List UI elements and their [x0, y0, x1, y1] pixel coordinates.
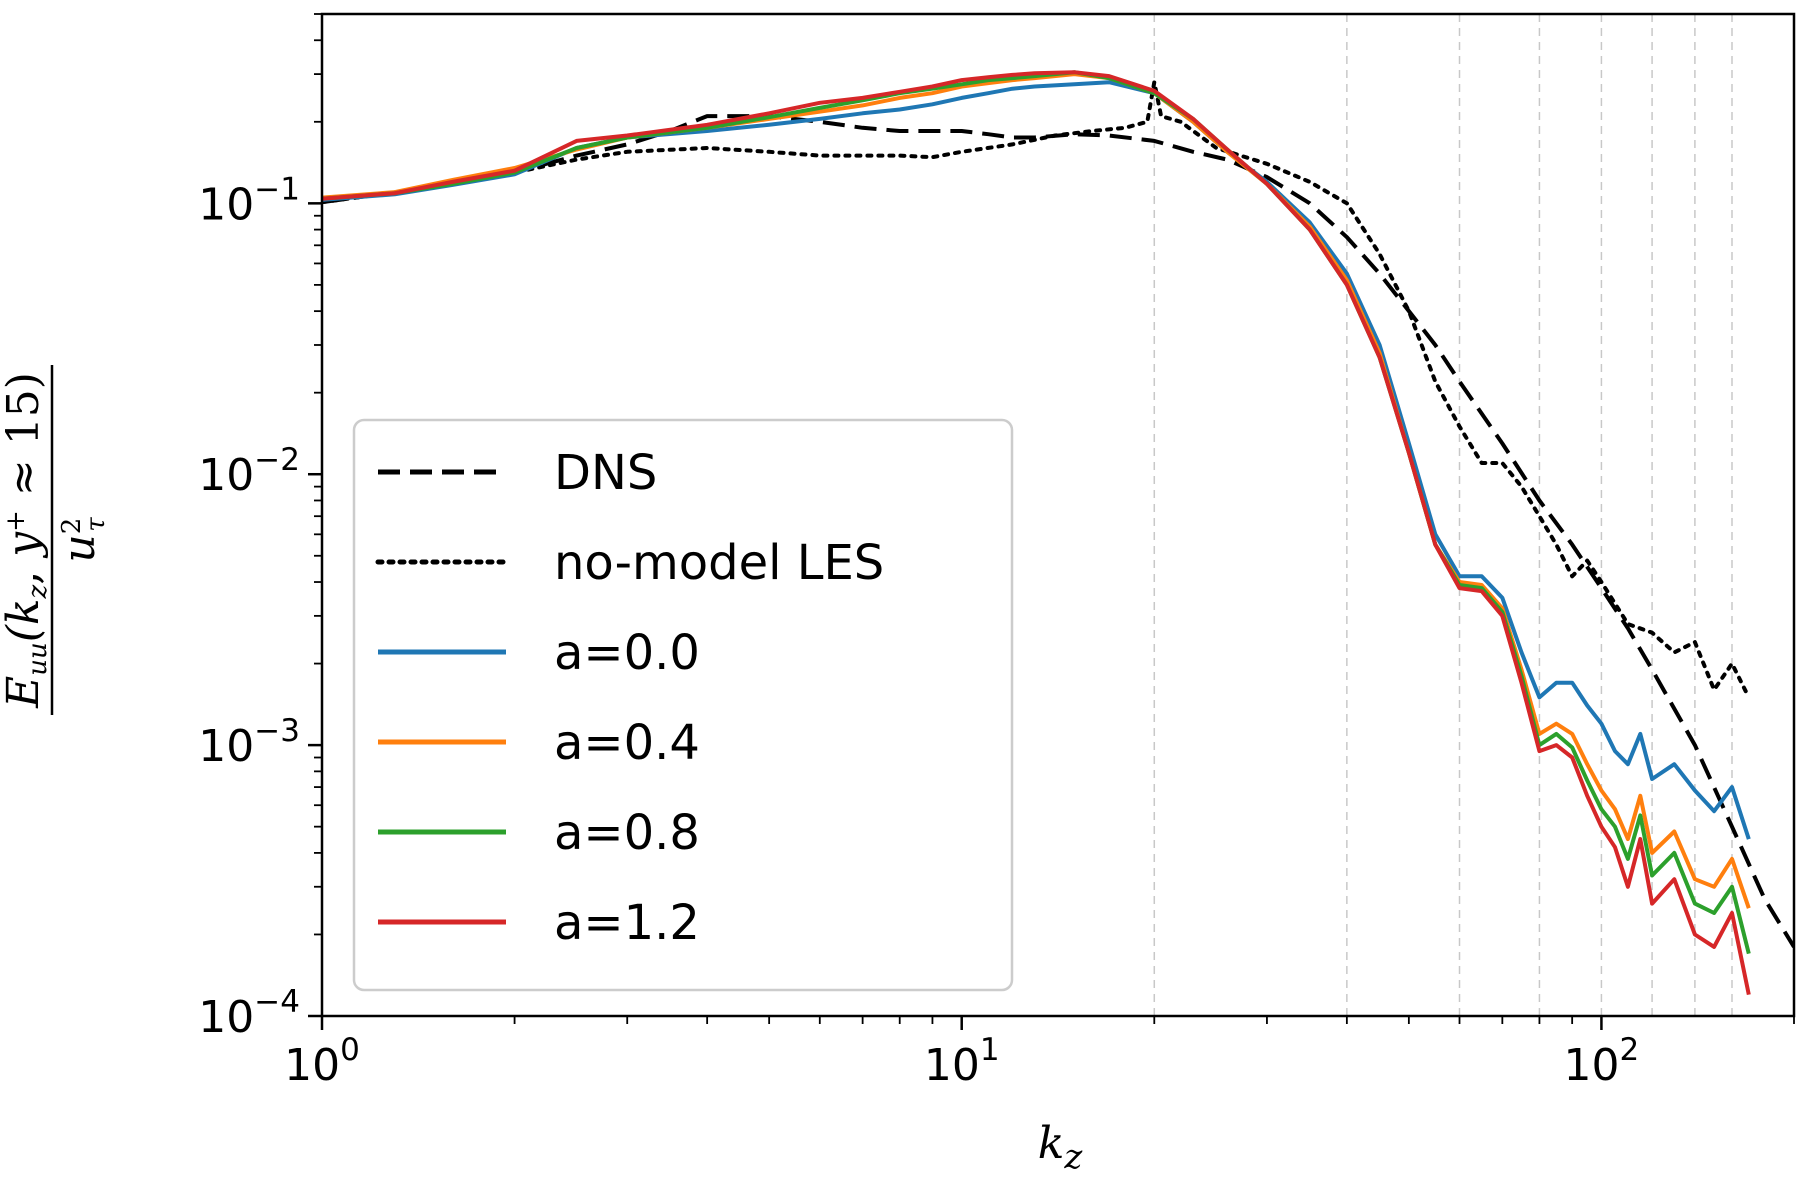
x-tick-label: 101	[924, 1032, 1000, 1091]
legend-label: a=0.4	[554, 715, 700, 771]
series-line-dns	[322, 114, 1794, 948]
y-tick-label: 10−1	[198, 171, 300, 230]
legend-label: no-model LES	[554, 535, 884, 591]
y-tick-label: 10−2	[198, 442, 300, 501]
x-tick-label: 102	[1564, 1032, 1640, 1091]
plot-area-frame	[320, 12, 1796, 1018]
svg-text:u2τ: u2τ	[54, 517, 111, 563]
legend-label: a=0.8	[554, 805, 700, 861]
y-tick-label: 10−3	[198, 713, 300, 772]
y-tick-label: 10−4	[198, 984, 300, 1043]
legend-box	[352, 418, 1014, 992]
svg-text:Euu(kz, y+ ≈ 15): Euu(kz, y+ ≈ 15)	[0, 372, 53, 709]
y-axis-label: Euu(kz, y+ ≈ 15) u2τ	[0, 365, 111, 715]
legend-label: DNS	[554, 445, 657, 501]
x-tick-label: 100	[284, 1032, 360, 1091]
legend-label: a=0.0	[554, 625, 700, 681]
legend-label: a=1.2	[554, 895, 700, 951]
x-axis-label: kz	[1038, 1118, 1084, 1177]
series-line-a-1-2	[322, 70, 1751, 996]
series-line-a-0-0	[322, 80, 1751, 840]
series-line-no-model-les	[322, 80, 1751, 700]
